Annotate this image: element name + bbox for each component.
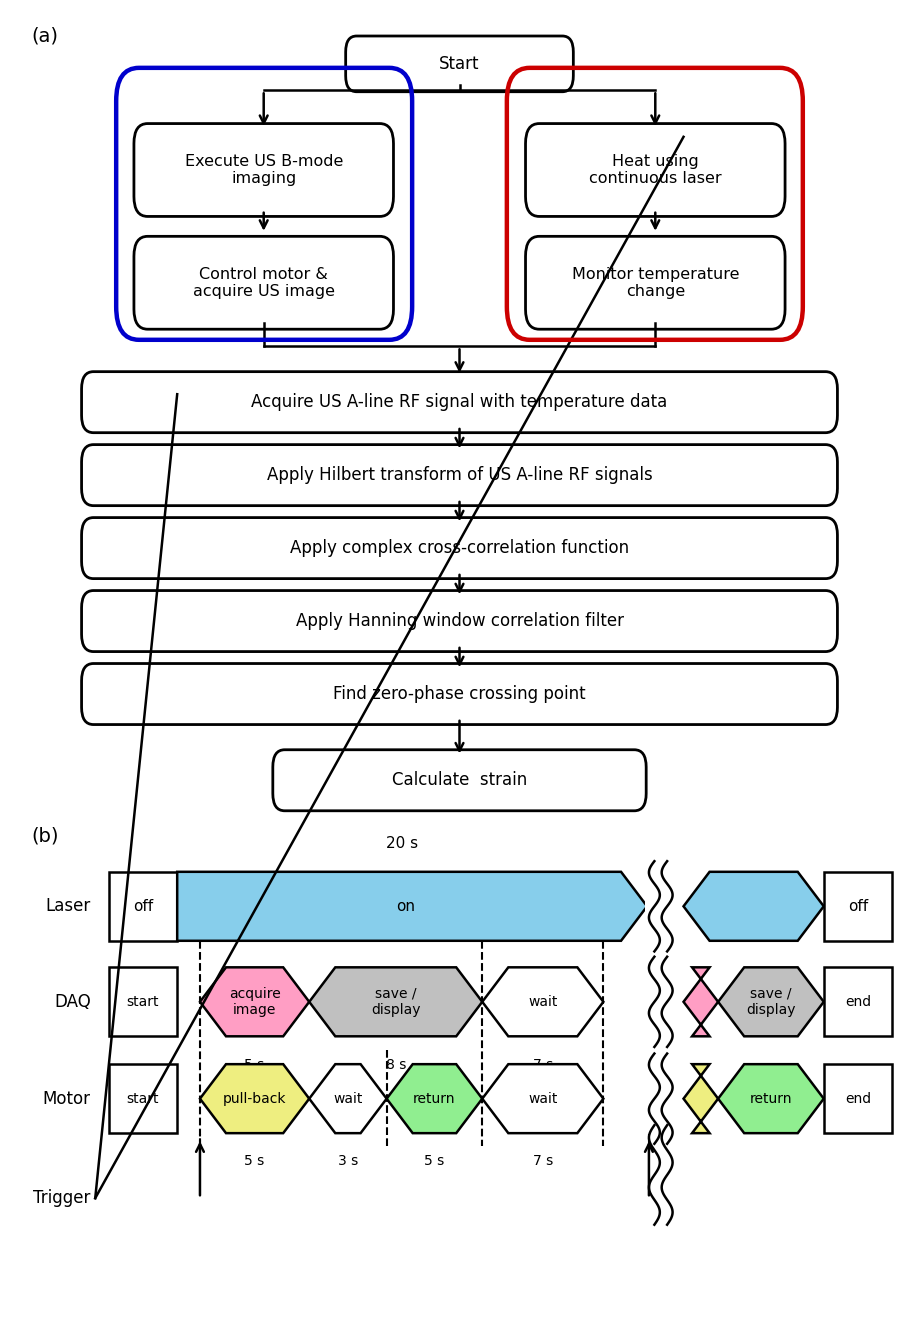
Text: 8 s: 8 s xyxy=(386,1057,406,1072)
Text: Trigger: Trigger xyxy=(33,1189,91,1207)
Text: (a): (a) xyxy=(31,27,59,45)
Text: save /
display: save / display xyxy=(746,987,796,1017)
Text: return: return xyxy=(414,1092,456,1105)
Text: save /
display: save / display xyxy=(371,987,421,1017)
Text: return: return xyxy=(750,1092,792,1105)
Text: wait: wait xyxy=(528,1092,558,1105)
Text: wait: wait xyxy=(528,995,558,1009)
Text: pull-back: pull-back xyxy=(222,1092,287,1105)
FancyBboxPatch shape xyxy=(82,371,837,433)
Bar xyxy=(823,1064,892,1133)
Text: Calculate  strain: Calculate strain xyxy=(391,772,528,789)
Text: start: start xyxy=(127,995,159,1009)
Polygon shape xyxy=(309,1064,387,1133)
Text: DAQ: DAQ xyxy=(54,993,91,1011)
Text: 7 s: 7 s xyxy=(533,1057,553,1072)
Polygon shape xyxy=(387,1064,482,1133)
Polygon shape xyxy=(200,968,309,1036)
Polygon shape xyxy=(718,1064,823,1133)
Text: Execute US B-mode
imaging: Execute US B-mode imaging xyxy=(185,154,343,186)
Text: on: on xyxy=(396,898,415,913)
Polygon shape xyxy=(482,1064,604,1133)
Text: Motor: Motor xyxy=(42,1089,91,1108)
Bar xyxy=(645,955,686,1049)
Bar xyxy=(645,1152,686,1244)
Text: Apply Hanning window correlation filter: Apply Hanning window correlation filter xyxy=(296,611,623,630)
Bar xyxy=(645,858,686,955)
Bar xyxy=(108,872,177,941)
Text: 5 s: 5 s xyxy=(244,1057,265,1072)
Text: end: end xyxy=(845,995,871,1009)
Text: off: off xyxy=(848,898,868,913)
Polygon shape xyxy=(684,872,823,941)
Text: 5 s: 5 s xyxy=(244,1155,265,1168)
Text: Apply Hilbert transform of US A-line RF signals: Apply Hilbert transform of US A-line RF … xyxy=(267,466,652,485)
Text: 20 s: 20 s xyxy=(386,836,418,850)
Text: Apply complex cross-correlation function: Apply complex cross-correlation function xyxy=(289,539,630,557)
Text: Monitor temperature
change: Monitor temperature change xyxy=(572,267,739,299)
Text: 7 s: 7 s xyxy=(533,1155,553,1168)
Text: off: off xyxy=(133,898,153,913)
Text: wait: wait xyxy=(334,1092,363,1105)
Bar xyxy=(108,968,177,1036)
FancyBboxPatch shape xyxy=(134,124,393,216)
FancyBboxPatch shape xyxy=(82,445,837,506)
FancyBboxPatch shape xyxy=(134,236,393,330)
Text: Acquire US A-line RF signal with temperature data: Acquire US A-line RF signal with tempera… xyxy=(252,394,667,411)
Polygon shape xyxy=(309,968,482,1036)
Polygon shape xyxy=(684,968,718,1036)
FancyBboxPatch shape xyxy=(526,124,785,216)
Bar xyxy=(645,1051,686,1147)
Text: start: start xyxy=(127,1092,159,1105)
Text: Heat using
continuous laser: Heat using continuous laser xyxy=(589,154,721,186)
Text: Start: Start xyxy=(439,55,480,73)
Text: 5 s: 5 s xyxy=(425,1155,445,1168)
FancyBboxPatch shape xyxy=(82,518,837,578)
Polygon shape xyxy=(177,872,647,941)
Text: Control motor &
acquire US image: Control motor & acquire US image xyxy=(193,267,335,299)
Polygon shape xyxy=(684,1064,718,1133)
Text: end: end xyxy=(845,1092,871,1105)
Polygon shape xyxy=(200,1064,309,1133)
FancyBboxPatch shape xyxy=(82,663,837,725)
Text: Laser: Laser xyxy=(45,897,91,916)
FancyBboxPatch shape xyxy=(346,36,573,92)
FancyBboxPatch shape xyxy=(82,590,837,651)
Text: acquire
image: acquire image xyxy=(229,987,280,1017)
Text: 3 s: 3 s xyxy=(338,1155,358,1168)
Polygon shape xyxy=(718,968,823,1036)
Text: Find zero-phase crossing point: Find zero-phase crossing point xyxy=(334,685,585,704)
Bar xyxy=(823,872,892,941)
Bar xyxy=(108,1064,177,1133)
FancyBboxPatch shape xyxy=(526,236,785,330)
Text: (b): (b) xyxy=(31,826,59,845)
Bar xyxy=(823,968,892,1036)
Polygon shape xyxy=(482,968,604,1036)
FancyBboxPatch shape xyxy=(273,750,646,810)
